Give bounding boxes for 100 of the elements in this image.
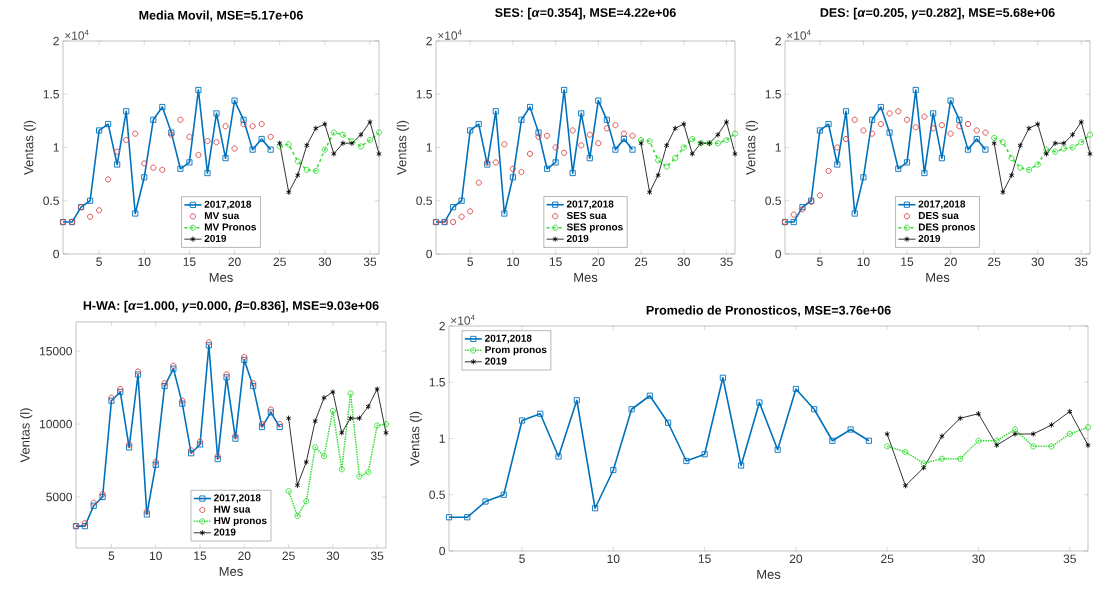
point <box>356 415 363 422</box>
x-axis-title: Mes <box>926 272 950 282</box>
point <box>569 170 576 177</box>
point <box>96 207 103 214</box>
point <box>646 392 653 399</box>
point <box>921 170 928 177</box>
y-tick-label: 1 <box>439 434 445 443</box>
text: ×10$^{4}$ <box>65 29 89 40</box>
point <box>903 116 911 123</box>
point <box>295 172 301 179</box>
y-tick-label: 1.5 <box>43 90 59 99</box>
point <box>683 457 690 465</box>
point <box>1034 161 1041 168</box>
point <box>445 514 453 521</box>
legend-label: 2019 <box>204 234 227 242</box>
legend-label: 2019 <box>918 234 941 242</box>
x-axis-title: Mes <box>209 272 233 282</box>
point <box>1017 142 1023 149</box>
legend-label: 2019 <box>485 357 507 365</box>
point <box>680 144 687 151</box>
x-tick-label: 30 <box>972 554 985 564</box>
legend-label: 2017,2018 <box>204 200 252 210</box>
x-tick-label: 35 <box>1075 257 1088 267</box>
point <box>464 514 471 521</box>
x-tick-label: 5 <box>519 554 525 563</box>
point <box>303 458 309 466</box>
point <box>592 505 599 512</box>
y-tick-label: 2 <box>53 36 59 46</box>
point <box>790 218 797 226</box>
point <box>902 482 909 489</box>
point <box>366 136 374 144</box>
point <box>304 142 310 149</box>
point <box>321 146 328 153</box>
legend-label: MV Pronos <box>204 223 257 231</box>
x-tick-label: 5 <box>817 257 823 266</box>
point <box>957 415 963 422</box>
y-tick-label: 0.5 <box>429 490 445 499</box>
point <box>458 213 465 220</box>
point <box>738 462 745 469</box>
point <box>1052 140 1058 147</box>
point <box>204 138 211 145</box>
point <box>339 131 346 138</box>
point <box>475 121 482 128</box>
point <box>877 121 884 128</box>
point <box>331 150 337 157</box>
point <box>87 197 94 204</box>
x-tick-label: 15 <box>698 554 711 563</box>
point <box>114 161 121 168</box>
point <box>123 136 130 144</box>
x-tick-label: 30 <box>677 257 690 267</box>
x-tick-label: 10 <box>138 257 151 267</box>
point <box>231 145 238 152</box>
point <box>518 168 525 176</box>
point <box>561 86 568 94</box>
legend-label: 2017,2018 <box>566 200 614 210</box>
point <box>1048 421 1055 429</box>
point <box>518 417 526 424</box>
point <box>329 407 336 414</box>
x-tick-label: 15 <box>549 257 562 266</box>
point <box>526 103 534 111</box>
point <box>975 410 982 417</box>
point <box>869 116 876 123</box>
point <box>150 164 157 171</box>
point <box>646 138 653 145</box>
point <box>620 130 627 137</box>
point <box>1086 131 1094 138</box>
point <box>222 155 229 162</box>
point <box>655 172 661 179</box>
legend-label: 2017,2018 <box>214 494 261 503</box>
y-tick-label: 1 <box>53 143 59 152</box>
point <box>501 141 508 148</box>
point <box>526 150 534 157</box>
point <box>500 491 507 498</box>
point <box>860 127 867 134</box>
x-tick-label: 20 <box>238 551 251 561</box>
point <box>1026 125 1032 132</box>
point <box>912 124 919 131</box>
point <box>286 189 292 196</box>
chart-title: Promedio de Pronosticos, MSE=3.76e+06 <box>646 305 891 317</box>
point <box>195 86 202 94</box>
point <box>1011 426 1019 433</box>
chart-title: Media Movil, MSE=5.17e+06 <box>139 10 303 22</box>
point <box>475 179 482 186</box>
y-tick-label: 0.5 <box>765 196 781 205</box>
x-tick-label: 5 <box>108 551 115 560</box>
y-tick-label: 1 <box>775 143 781 152</box>
x-axis-title: Mes <box>219 566 243 576</box>
point <box>312 167 319 174</box>
point <box>834 161 841 168</box>
point <box>851 210 858 217</box>
point <box>347 390 354 397</box>
point <box>877 103 884 111</box>
point <box>884 443 891 450</box>
point <box>358 131 364 138</box>
point <box>467 208 474 215</box>
y-tick-label: 2 <box>439 321 445 331</box>
point <box>982 129 989 136</box>
point <box>886 110 893 117</box>
point <box>267 133 274 140</box>
y-tick-label: 10000 <box>40 419 72 429</box>
